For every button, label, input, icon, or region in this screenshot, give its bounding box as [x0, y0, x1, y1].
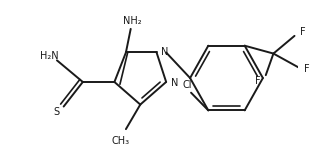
Text: F: F — [255, 76, 261, 86]
Text: NH₂: NH₂ — [123, 16, 142, 26]
Text: N: N — [171, 78, 178, 88]
Text: H₂N: H₂N — [40, 51, 59, 61]
Text: F: F — [304, 64, 310, 74]
Text: F: F — [300, 27, 306, 37]
Text: N: N — [162, 47, 169, 56]
Text: CH₃: CH₃ — [111, 136, 129, 146]
Text: Cl: Cl — [183, 80, 192, 90]
Text: S: S — [53, 107, 59, 117]
